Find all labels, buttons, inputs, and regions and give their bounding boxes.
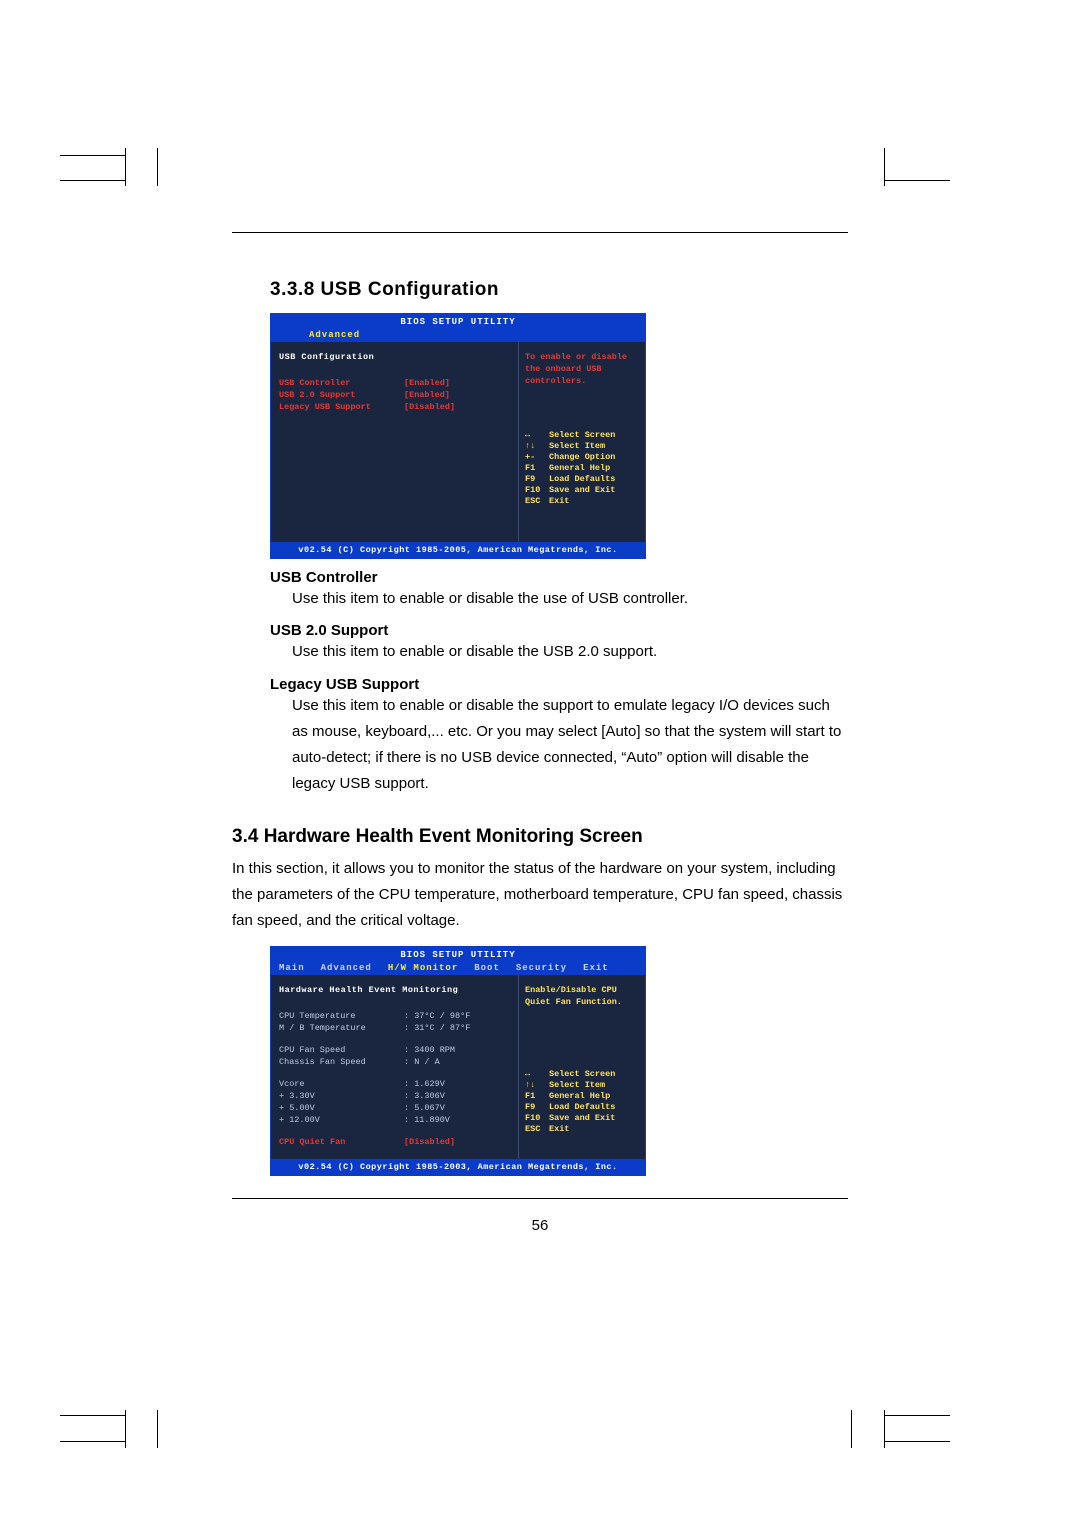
bios-title: BIOS SETUP UTILITY (271, 314, 645, 328)
usb20-body: Use this item to enable or disable the U… (292, 639, 848, 665)
crop-mark (60, 1441, 126, 1442)
crop-mark (60, 180, 126, 181)
bios-row: + 3.30V: 3.306V (279, 1091, 510, 1101)
bios-nav: ↔Select Screen ↑↓Select Item F1General H… (525, 1069, 639, 1134)
section-34-title: 3.4 Hardware Health Event Monitoring Scr… (232, 826, 848, 848)
tab-hwmonitor: H/W Monitor (380, 961, 466, 975)
bios-footer: v02.54 (C) Copyright 1985-2003, American… (271, 1159, 645, 1175)
crop-mark (884, 1441, 950, 1442)
usb-controller-head: USB Controller (270, 569, 848, 586)
bios-right-panel: Enable/Disable CPU Quiet Fan Function. ↔… (519, 975, 645, 1159)
crop-mark (157, 1410, 158, 1448)
bios-body: Hardware Health Event Monitoring CPU Tem… (271, 975, 645, 1159)
bios-row: USB Controller[Enabled] (279, 378, 510, 388)
bios-tabs: Main Advanced H/W Monitor Boot Security … (271, 961, 645, 975)
legacy-head: Legacy USB Support (270, 676, 848, 693)
legacy-body: Use this item to enable or disable the s… (292, 693, 848, 798)
tab-advanced: Advanced (301, 328, 368, 342)
tab-main: Main (271, 961, 313, 975)
bottom-rule (232, 1198, 848, 1199)
crop-mark (884, 1415, 950, 1416)
bios-body: USB Configuration USB Controller[Enabled… (271, 342, 645, 542)
tab-advanced: Advanced (313, 961, 380, 975)
bios-nav: ↔Select Screen ↑↓Select Item +-Change Op… (525, 430, 639, 506)
bios-left-panel: Hardware Health Event Monitoring CPU Tem… (271, 975, 519, 1159)
section-338-title: 3.3.8 USB Configuration (270, 279, 848, 301)
bios-row: Chassis Fan Speed: N / A (279, 1057, 510, 1067)
bios-row: Legacy USB Support[Disabled] (279, 402, 510, 412)
bios-section-header: Hardware Health Event Monitoring (279, 985, 510, 995)
bios-hw-monitor: BIOS SETUP UTILITY Main Advanced H/W Mon… (270, 946, 646, 1176)
crop-mark (884, 180, 950, 181)
bios-right-panel: To enable or disable the onboard USB con… (519, 342, 645, 542)
page-number: 56 (232, 1217, 848, 1234)
usb20-head: USB 2.0 Support (270, 622, 848, 639)
usb-controller-body: Use this item to enable or disable the u… (292, 586, 848, 612)
bios-tabs: Advanced (271, 328, 645, 342)
bios-usb-config: BIOS SETUP UTILITY Advanced USB Configur… (270, 313, 646, 559)
bios-title: BIOS SETUP UTILITY (271, 947, 645, 961)
crop-mark (851, 1410, 852, 1448)
bios-row: M / B Temperature: 31°C / 87°F (279, 1023, 510, 1033)
bios-row: + 5.00V: 5.067V (279, 1103, 510, 1113)
crop-mark (60, 155, 126, 156)
tab-security: Security (508, 961, 575, 975)
bios-row: CPU Quiet Fan[Disabled] (279, 1137, 510, 1147)
crop-mark (157, 148, 158, 186)
section-34-intro: In this section, it allows you to monito… (232, 856, 848, 935)
bios-help-text: To enable or disable the onboard USB con… (525, 352, 639, 388)
crop-mark (60, 1415, 126, 1416)
bios-section-header: USB Configuration (279, 352, 510, 362)
page-content: 3.3.8 USB Configuration BIOS SETUP UTILI… (232, 232, 848, 1234)
tab-exit: Exit (575, 961, 617, 975)
bios-row: Vcore: 1.629V (279, 1079, 510, 1089)
bios-row: CPU Fan Speed: 3400 RPM (279, 1045, 510, 1055)
bios-row: USB 2.0 Support[Enabled] (279, 390, 510, 400)
bios-left-panel: USB Configuration USB Controller[Enabled… (271, 342, 519, 542)
bios-help-text: Enable/Disable CPU Quiet Fan Function. (525, 985, 639, 1009)
bios-row: CPU Temperature: 37°C / 98°F (279, 1011, 510, 1021)
top-rule (232, 232, 848, 233)
bios-footer: v02.54 (C) Copyright 1985-2005, American… (271, 542, 645, 558)
tab-boot: Boot (466, 961, 508, 975)
bios-row: + 12.00V: 11.890V (279, 1115, 510, 1125)
